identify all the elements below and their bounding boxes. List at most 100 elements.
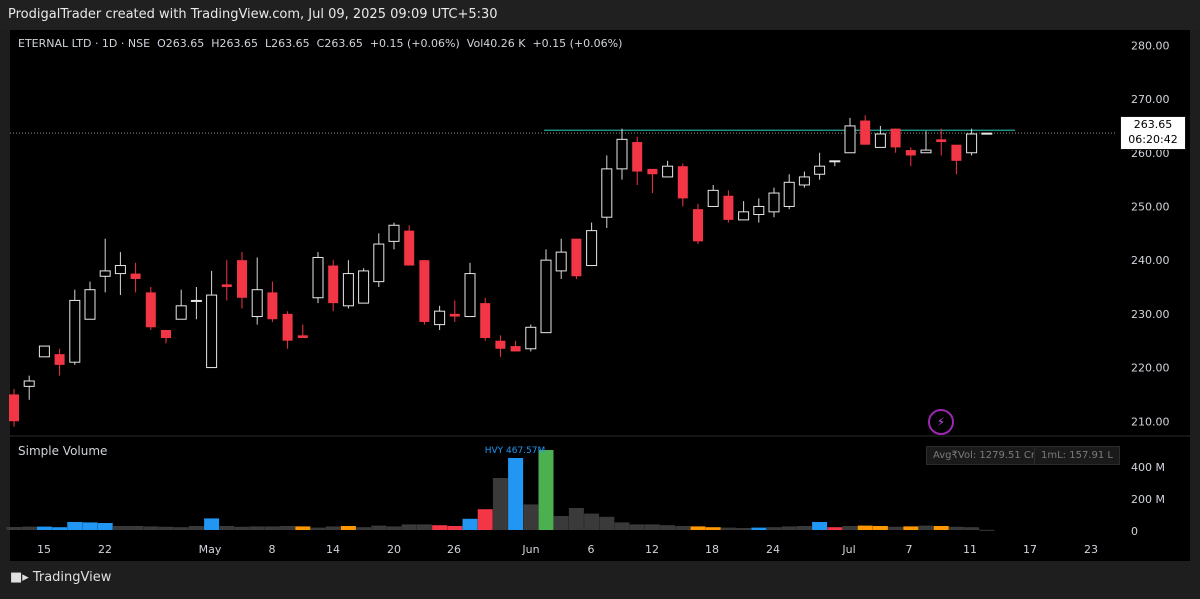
candle-body-down <box>860 120 871 145</box>
candle <box>419 260 430 325</box>
candle-body-up <box>662 165 674 178</box>
candle <box>555 238 567 279</box>
candle-body-down <box>632 142 643 172</box>
volume-bar <box>264 526 280 530</box>
volume-tick-label: 0 <box>1131 525 1138 538</box>
candle-body-up <box>798 176 810 186</box>
candle-body-up <box>434 310 446 326</box>
volume-bar <box>568 508 584 530</box>
candle-body-down <box>130 273 141 279</box>
candle-body-up <box>966 133 978 154</box>
candle <box>206 270 218 369</box>
candle-body-up <box>312 256 324 299</box>
candle <box>632 136 643 185</box>
candle-body-down <box>510 346 521 352</box>
volume-indicator-title[interactable]: Simple Volume <box>18 444 108 458</box>
candle-body-up <box>84 289 96 320</box>
time-tick-label: 23 <box>1084 543 1098 556</box>
volume-bar <box>492 478 508 530</box>
candle <box>23 375 35 400</box>
volume-bar <box>614 522 630 530</box>
candle <box>130 262 141 293</box>
volume-bar <box>675 526 691 530</box>
price-tick-label: 260.00 <box>1131 147 1170 160</box>
candle <box>69 289 81 365</box>
candle-body-up <box>251 289 263 318</box>
time-tick-label: 11 <box>963 543 977 556</box>
bar-countdown: 06:20:42 <box>1128 133 1178 146</box>
candle-body-down <box>145 292 156 328</box>
candle <box>342 260 354 309</box>
candle-body-up <box>555 251 567 272</box>
volume-bar <box>918 525 934 530</box>
candle <box>936 128 947 156</box>
candle <box>981 132 993 135</box>
symbol-legend[interactable]: ETERNAL LTD · 1D · NSE O263.65 H263.65 L… <box>18 37 622 50</box>
chart-panel[interactable] <box>10 30 1116 561</box>
volume-tick-label: 400 M <box>1131 461 1165 474</box>
candle <box>297 324 308 339</box>
candle-body-up <box>601 168 613 218</box>
volume-bar <box>888 526 904 530</box>
volume-bar <box>280 526 296 530</box>
candle-body-up <box>738 211 750 221</box>
candle-body-up <box>190 299 202 302</box>
candle-body-down <box>419 260 430 322</box>
candle-body-up <box>99 270 111 277</box>
price-tick-label: 240.00 <box>1131 254 1170 267</box>
volume-bar <box>812 522 828 530</box>
volume-bar <box>128 526 144 530</box>
candle-body-down <box>54 354 65 365</box>
volume-bar <box>67 522 83 530</box>
candle <box>175 289 187 320</box>
legend-low-label: L <box>265 37 272 50</box>
volume-bar <box>249 526 265 530</box>
volume-bar <box>310 527 326 530</box>
candle-body-up <box>783 181 795 207</box>
time-tick-label: 6 <box>588 543 595 556</box>
candle <box>707 184 719 207</box>
candle <box>267 281 278 322</box>
candle <box>693 203 703 245</box>
candle <box>84 281 96 320</box>
candle-body-down <box>693 209 703 242</box>
brand[interactable]: ■▸ TradingView <box>10 570 111 585</box>
time-tick-label: 22 <box>98 543 112 556</box>
time-tick-label: 26 <box>447 543 461 556</box>
candle <box>798 171 810 188</box>
legend-close: 263.65 <box>324 37 363 50</box>
candle-body-up <box>525 326 537 350</box>
candle-body-down <box>951 144 962 161</box>
volume-bar <box>766 527 782 530</box>
candle <box>616 128 628 180</box>
header-title: ProdigalTrader created with TradingView.… <box>8 7 498 22</box>
candle <box>601 155 613 228</box>
candle-body-down <box>677 166 688 199</box>
candle-body-down <box>297 335 308 339</box>
candle <box>768 187 780 218</box>
candle <box>890 128 901 153</box>
candle-body-down <box>495 340 506 349</box>
volume-bar <box>827 527 843 530</box>
candle <box>829 160 841 167</box>
candle <box>237 252 247 309</box>
candle <box>495 335 506 357</box>
volume-bar <box>690 526 706 530</box>
candle <box>161 329 171 344</box>
legend-volume: 40.26 K <box>483 37 526 50</box>
candle <box>540 249 552 334</box>
legend-change: +0.15 (+0.06%) <box>369 37 460 50</box>
candle-body-up <box>768 192 780 213</box>
time-tick-label: Jul <box>841 543 855 556</box>
candle <box>951 144 962 175</box>
lightning-bolt-icon[interactable]: ⚡ <box>928 409 954 435</box>
volume-bar <box>82 522 98 530</box>
volume-bar <box>6 527 22 530</box>
volume-bar <box>964 527 980 530</box>
legend-symbol: ETERNAL LTD · 1D · NSE <box>18 37 151 50</box>
volume-bar <box>219 526 235 530</box>
legend-open-label: O <box>157 37 166 50</box>
candle <box>312 252 324 304</box>
candle-body-down <box>723 195 734 220</box>
